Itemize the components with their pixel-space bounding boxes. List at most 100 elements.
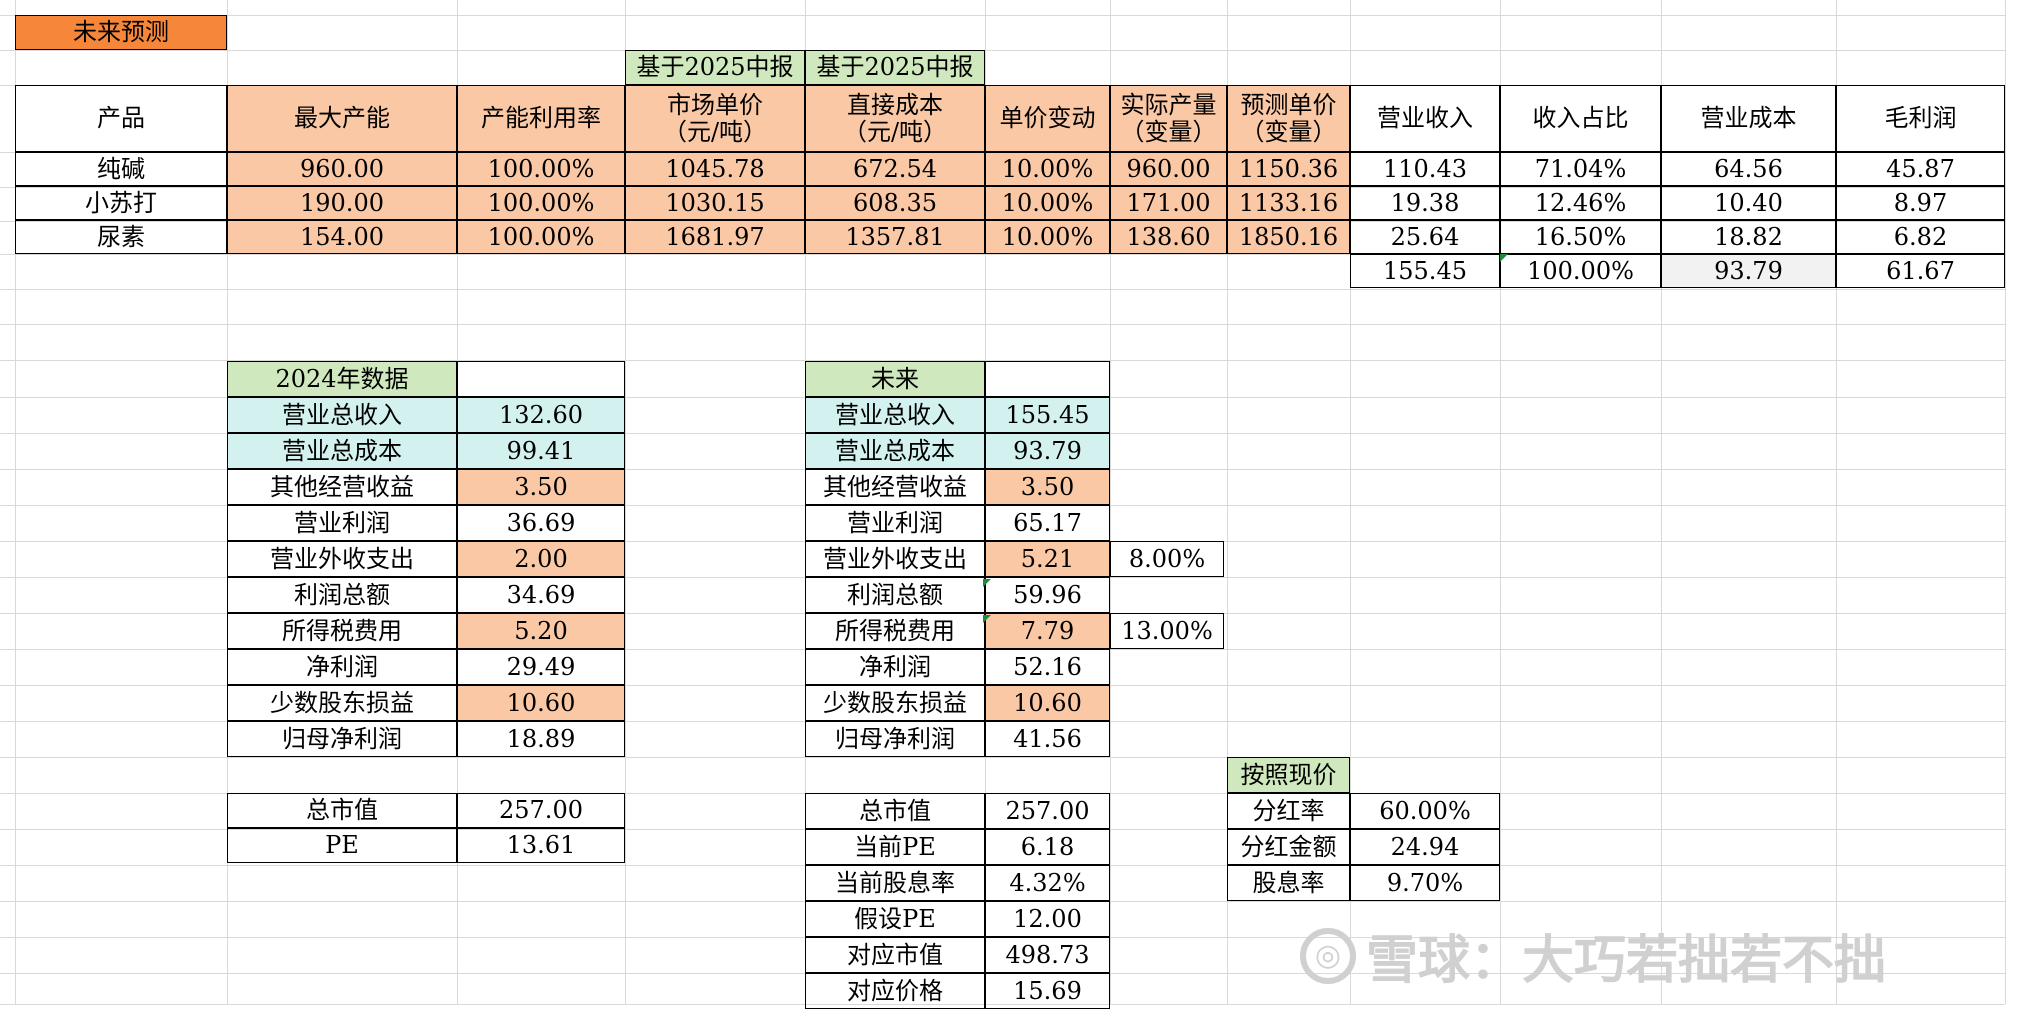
row-label[interactable]: 营业外收支出 <box>227 541 457 577</box>
row-value[interactable]: 7.79 <box>985 613 1110 649</box>
row-value[interactable]: 15.69 <box>985 973 1110 1009</box>
table-header[interactable]: 按照现价 <box>1227 757 1350 793</box>
table-cell[interactable]: 100.00% <box>457 220 625 254</box>
row-label[interactable]: 利润总额 <box>805 577 985 613</box>
row-value[interactable]: 5.20 <box>457 613 625 649</box>
row-label[interactable]: 营业总成本 <box>805 433 985 469</box>
table-cell[interactable]: 190.00 <box>227 186 457 220</box>
direct-cost-basis-label[interactable]: 基于2025中报 <box>805 50 985 85</box>
row-value[interactable]: 5.21 <box>985 541 1110 577</box>
table-cell[interactable]: 10.40 <box>1661 186 1836 220</box>
table-cell[interactable]: 45.87 <box>1836 152 2005 186</box>
row-value[interactable]: 41.56 <box>985 721 1110 757</box>
tax-rate-cell[interactable]: 13.00% <box>1110 613 1224 649</box>
row-value[interactable]: 132.60 <box>457 397 625 433</box>
table-cell[interactable]: 8.97 <box>1836 186 2005 220</box>
row-value[interactable]: 93.79 <box>985 433 1110 469</box>
table-cell[interactable]: 1681.97 <box>625 220 805 254</box>
row-value[interactable]: 52.16 <box>985 649 1110 685</box>
table-cell[interactable]: 1030.15 <box>625 186 805 220</box>
column-header[interactable]: 营业成本 <box>1661 85 1836 152</box>
table-cell[interactable]: 64.56 <box>1661 152 1836 186</box>
product-name-cell[interactable]: 小苏打 <box>15 186 227 220</box>
row-label[interactable]: 对应价格 <box>805 973 985 1009</box>
row-label[interactable]: 假设PE <box>805 901 985 937</box>
row-label[interactable]: 总市值 <box>805 793 985 829</box>
table-cell[interactable]: 6.82 <box>1836 220 2005 254</box>
row-value[interactable]: 498.73 <box>985 937 1110 973</box>
column-header[interactable]: 市场单价 （元/吨） <box>625 85 805 152</box>
table-cell[interactable]: 608.35 <box>805 186 985 220</box>
row-value[interactable]: 65.17 <box>985 505 1110 541</box>
table-cell[interactable]: 10.00% <box>985 186 1110 220</box>
column-header[interactable]: 单价变动 <box>985 85 1110 152</box>
row-label[interactable]: 所得税费用 <box>805 613 985 649</box>
table-cell[interactable]: 100.00% <box>457 186 625 220</box>
row-label[interactable]: 净利润 <box>805 649 985 685</box>
row-value[interactable]: 24.94 <box>1350 829 1500 865</box>
product-name-cell[interactable]: 尿素 <box>15 220 227 254</box>
row-label[interactable]: 净利润 <box>227 649 457 685</box>
non-operating-rate-cell[interactable]: 8.00% <box>1110 541 1224 577</box>
table-cell[interactable]: 10.00% <box>985 152 1110 186</box>
total-cell[interactable]: 61.67 <box>1836 254 2005 288</box>
row-value[interactable]: 36.69 <box>457 505 625 541</box>
table-header[interactable]: 2024年数据 <box>227 361 457 397</box>
column-header[interactable]: 收入占比 <box>1500 85 1661 152</box>
table-cell[interactable]: 138.60 <box>1110 220 1227 254</box>
row-label[interactable]: 归母净利润 <box>805 721 985 757</box>
table-cell[interactable]: 1357.81 <box>805 220 985 254</box>
column-header[interactable]: 直接成本 （元/吨） <box>805 85 985 152</box>
column-header[interactable]: 实际产量 （变量） <box>1110 85 1227 152</box>
table-cell[interactable]: 1850.16 <box>1227 220 1350 254</box>
row-label[interactable]: PE <box>227 828 457 863</box>
row-label[interactable]: 营业总收入 <box>227 397 457 433</box>
table-cell[interactable]: 110.43 <box>1350 152 1500 186</box>
row-label[interactable]: 对应市值 <box>805 937 985 973</box>
row-label[interactable]: 营业总收入 <box>805 397 985 433</box>
row-value[interactable]: 59.96 <box>985 577 1110 613</box>
row-value[interactable]: 257.00 <box>457 793 625 828</box>
table-cell[interactable]: 10.00% <box>985 220 1110 254</box>
row-label[interactable]: 分红金额 <box>1227 829 1350 865</box>
table-cell[interactable]: 16.50% <box>1500 220 1661 254</box>
row-label[interactable]: 股息率 <box>1227 865 1350 901</box>
total-cell[interactable]: 155.45 <box>1350 254 1500 288</box>
table-cell[interactable]: 1133.16 <box>1227 186 1350 220</box>
table-cell[interactable]: 71.04% <box>1500 152 1661 186</box>
table-cell[interactable]: 1150.36 <box>1227 152 1350 186</box>
market-price-basis-label[interactable]: 基于2025中报 <box>625 50 805 85</box>
table-cell[interactable]: 19.38 <box>1350 186 1500 220</box>
row-value[interactable]: 155.45 <box>985 397 1110 433</box>
table-header[interactable]: 未来 <box>805 361 985 397</box>
row-label[interactable]: 少数股东损益 <box>227 685 457 721</box>
column-header[interactable]: 最大产能 <box>227 85 457 152</box>
table-cell[interactable]: 171.00 <box>1110 186 1227 220</box>
total-cell[interactable]: 100.00% <box>1500 254 1661 288</box>
row-label[interactable]: 所得税费用 <box>227 613 457 649</box>
row-value[interactable]: 6.18 <box>985 829 1110 865</box>
table-header-blank[interactable] <box>457 361 625 397</box>
row-value[interactable]: 10.60 <box>985 685 1110 721</box>
row-label[interactable]: 其他经营收益 <box>805 469 985 505</box>
row-value[interactable]: 12.00 <box>985 901 1110 937</box>
product-name-cell[interactable]: 纯碱 <box>15 152 227 186</box>
total-cell[interactable]: 93.79 <box>1661 254 1836 288</box>
row-value[interactable]: 18.89 <box>457 721 625 757</box>
table-cell[interactable]: 1045.78 <box>625 152 805 186</box>
row-value[interactable]: 3.50 <box>457 469 625 505</box>
row-value[interactable]: 4.32% <box>985 865 1110 901</box>
row-value[interactable]: 2.00 <box>457 541 625 577</box>
column-header[interactable]: 营业收入 <box>1350 85 1500 152</box>
row-label[interactable]: 营业外收支出 <box>805 541 985 577</box>
table-cell[interactable]: 25.64 <box>1350 220 1500 254</box>
table-cell[interactable]: 154.00 <box>227 220 457 254</box>
row-value[interactable]: 29.49 <box>457 649 625 685</box>
row-value[interactable]: 34.69 <box>457 577 625 613</box>
column-header[interactable]: 产品 <box>15 85 227 152</box>
column-header[interactable]: 预测单价 （变量） <box>1227 85 1350 152</box>
table-header-blank[interactable] <box>985 361 1110 397</box>
row-value[interactable]: 99.41 <box>457 433 625 469</box>
table-cell[interactable]: 12.46% <box>1500 186 1661 220</box>
table-cell[interactable]: 672.54 <box>805 152 985 186</box>
